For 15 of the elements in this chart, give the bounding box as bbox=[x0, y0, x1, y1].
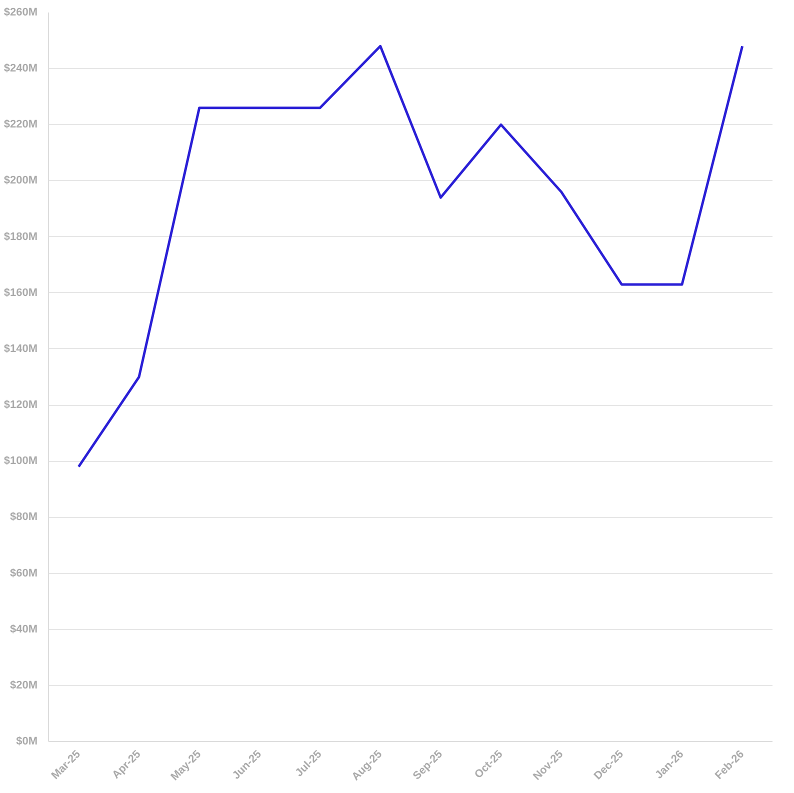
y-tick-label: $220M bbox=[4, 118, 38, 131]
line-series bbox=[77, 44, 744, 468]
y-tick-label: $200M bbox=[4, 174, 38, 187]
y-tick-label: $40M bbox=[10, 623, 38, 636]
y-tick-label: $260M bbox=[4, 6, 38, 18]
y-tick-label: $240M bbox=[4, 62, 38, 75]
y-tick-label: $60M bbox=[10, 567, 38, 580]
y-tick-label: $180M bbox=[4, 230, 38, 243]
y-tick-label: $0M bbox=[16, 736, 38, 748]
y-tick-label: $140M bbox=[4, 342, 38, 355]
y-tick-label: $100M bbox=[4, 455, 38, 468]
y-tick-label: $20M bbox=[10, 679, 38, 692]
y-tick-label: $120M bbox=[4, 399, 38, 412]
y-tick-label: $160M bbox=[4, 286, 38, 299]
y-tick-label: $80M bbox=[10, 511, 38, 524]
